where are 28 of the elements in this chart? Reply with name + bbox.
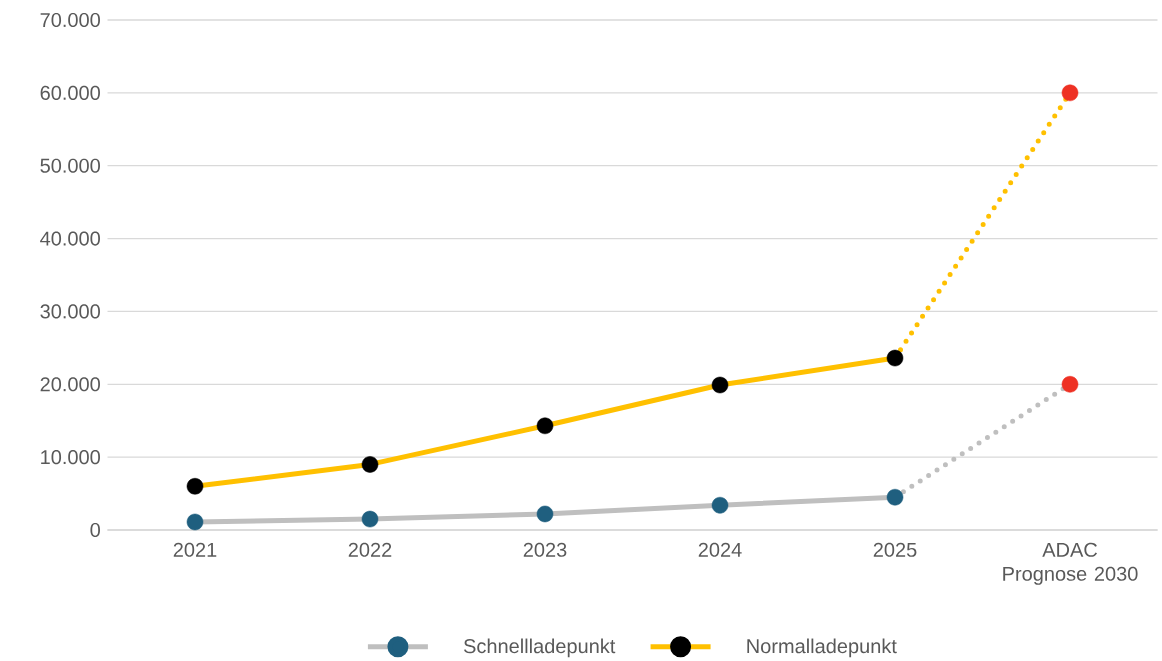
- y-tick-label: 0: [90, 522, 100, 538]
- point: [361, 456, 379, 473]
- legend-label: Schnellladepunkt: [463, 638, 616, 658]
- point: [886, 488, 904, 506]
- x-tick-label: 2025: [873, 542, 917, 557]
- point: [1061, 84, 1079, 102]
- point: [361, 510, 379, 528]
- point: [536, 505, 554, 523]
- y-tick-label: 60.000: [40, 85, 100, 100]
- point: [711, 376, 729, 394]
- point: [186, 513, 204, 531]
- legend-label: Normalladepunkt: [747, 638, 897, 658]
- y-tick-label: 40.000: [40, 231, 100, 246]
- x-tick-label: 2023: [523, 542, 567, 557]
- point: [186, 478, 204, 495]
- y-tick-label: 10.000: [41, 450, 100, 465]
- y-tick-label: 50.000: [40, 158, 100, 173]
- x-tick-label: ADAC Prognose 2030: [1003, 542, 1138, 585]
- x-tick-label: 2021: [173, 542, 217, 557]
- x-tick-label: 2022: [348, 542, 392, 557]
- point: [536, 417, 554, 435]
- x-tick-label: 2024: [698, 542, 742, 557]
- point: [711, 496, 729, 514]
- y-tick-label: 30.000: [40, 304, 100, 319]
- y-tick-label: 20.000: [40, 377, 100, 392]
- y-tick-label: 70.000: [40, 12, 100, 28]
- point: [1061, 376, 1079, 393]
- point: [886, 349, 904, 367]
